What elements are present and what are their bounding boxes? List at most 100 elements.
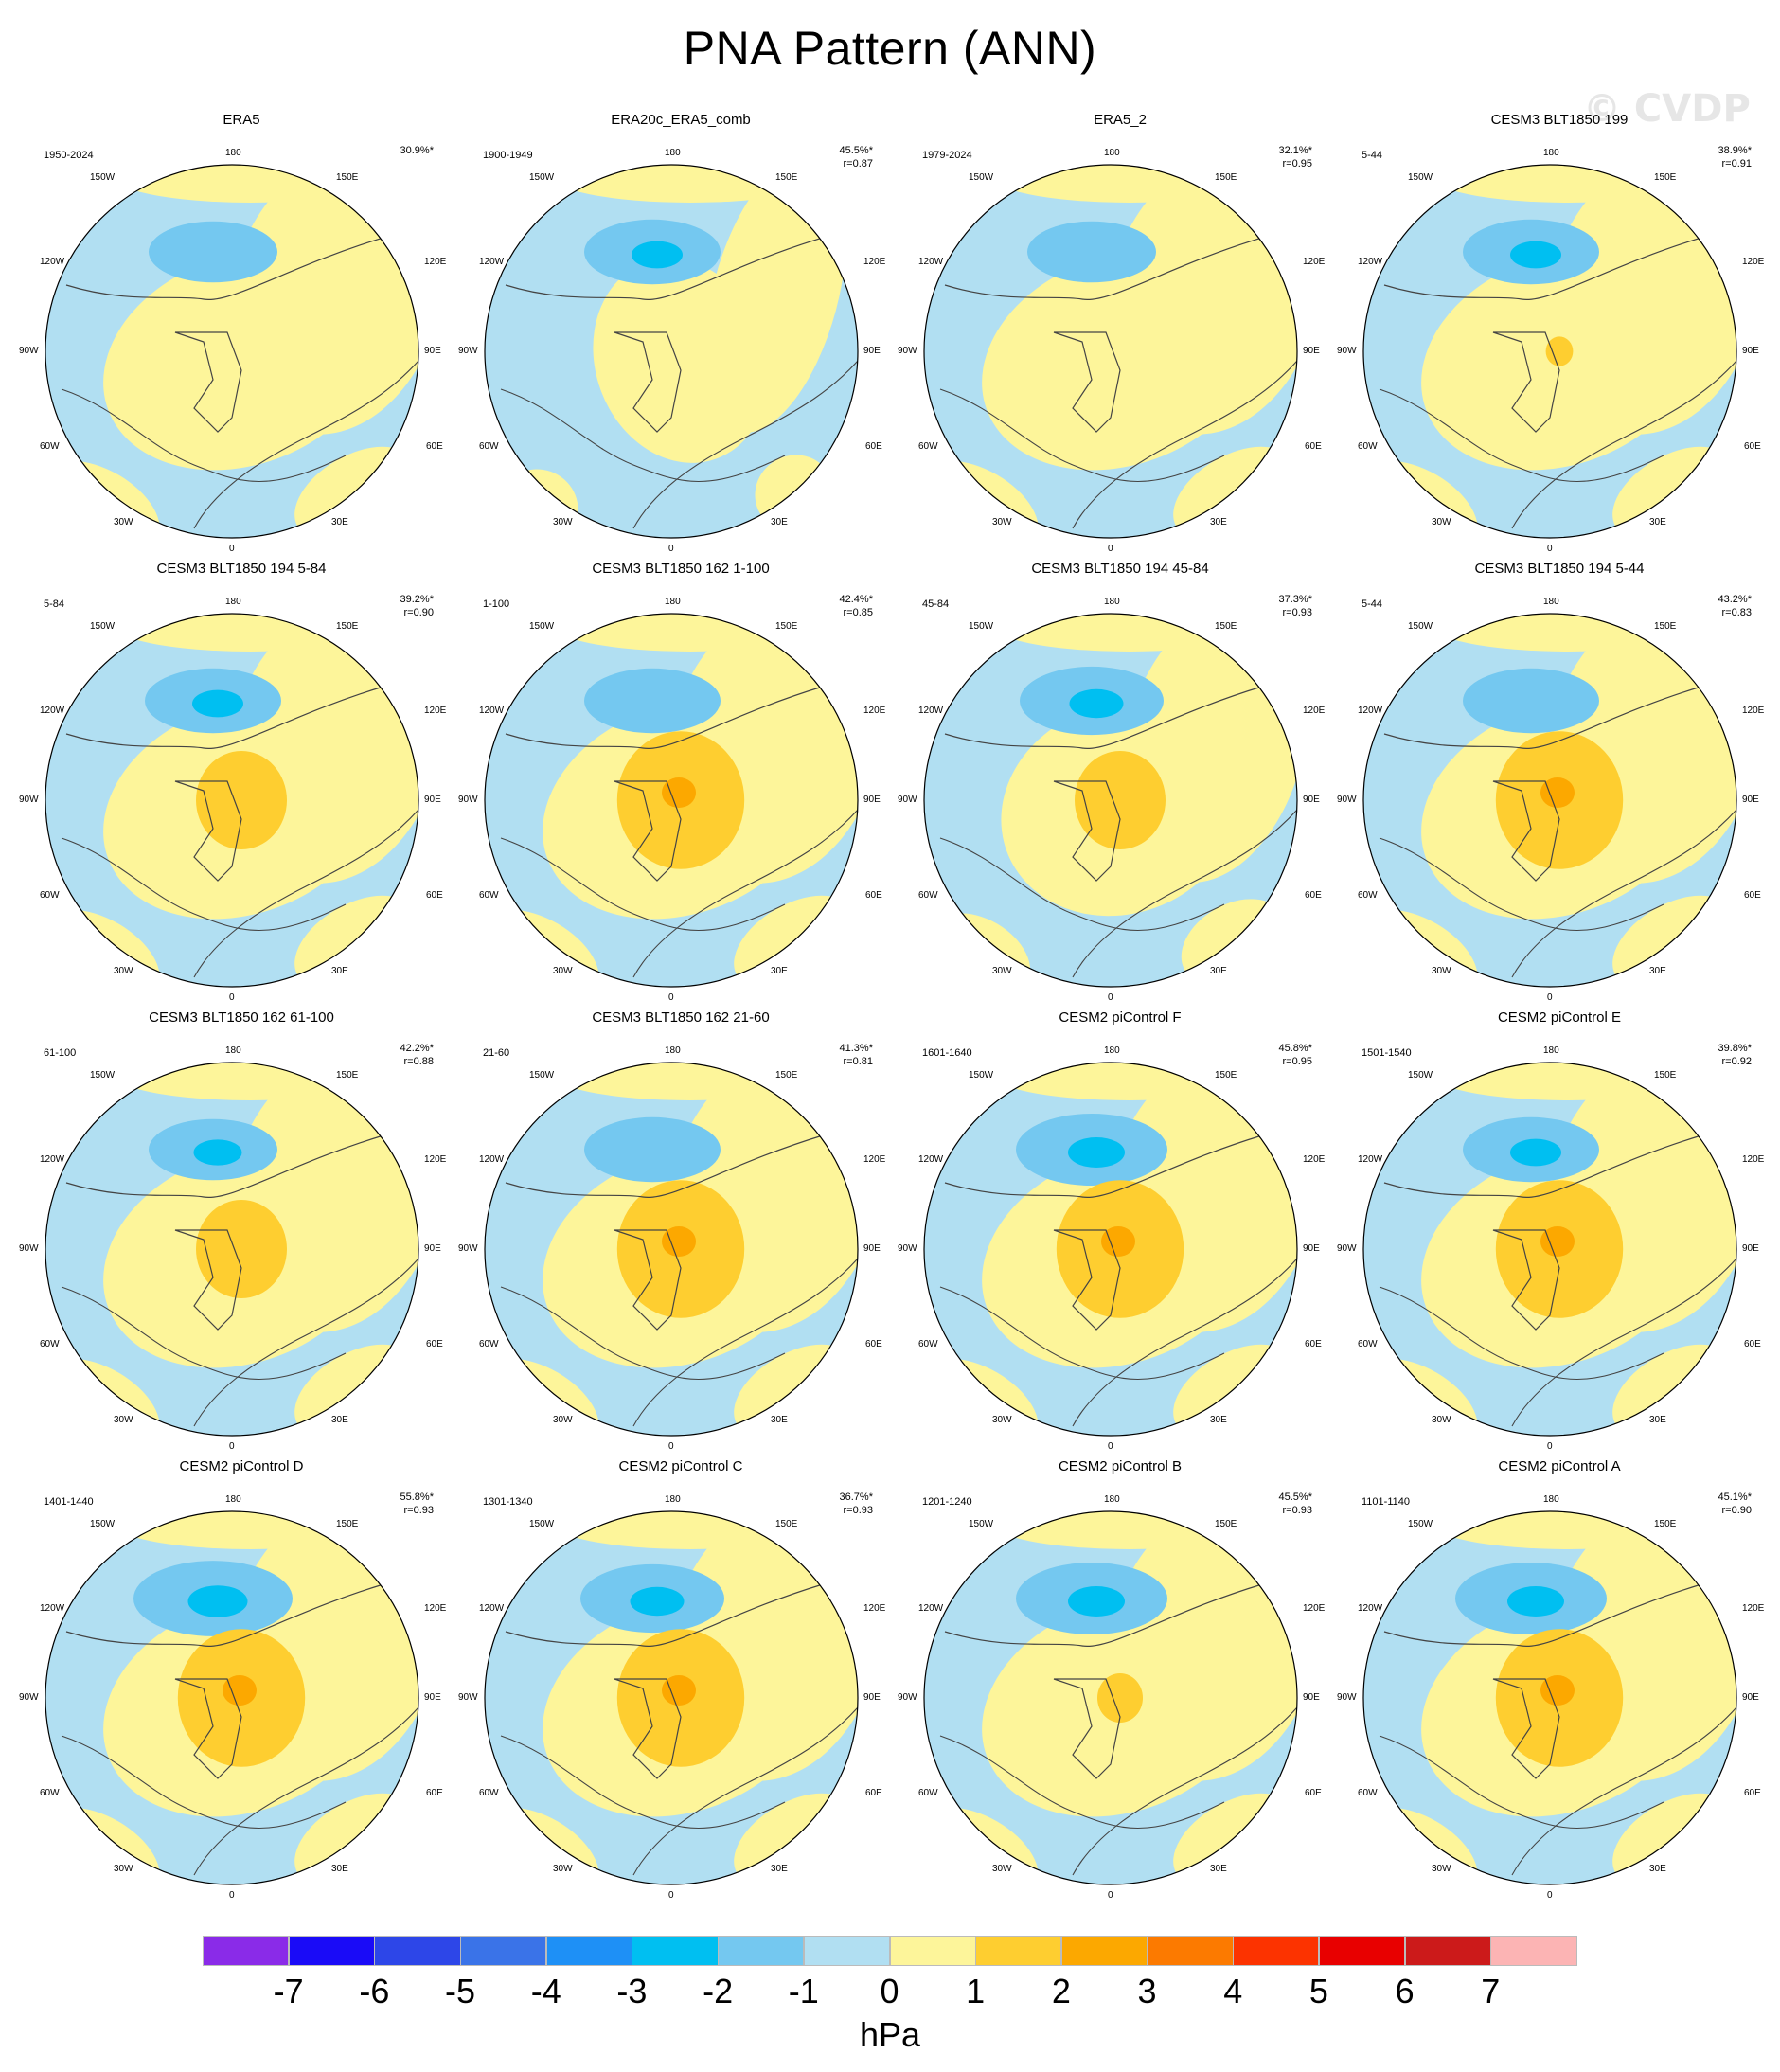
coastline xyxy=(1072,809,1297,978)
coastline xyxy=(1053,1229,1121,1331)
negative-anomaly-core xyxy=(192,689,243,718)
coastline xyxy=(1383,237,1702,301)
panel-stats: 42.4%* r=0.85 xyxy=(840,593,873,619)
longitude-label: 120W xyxy=(1358,1603,1383,1614)
map-boundary xyxy=(1362,1062,1737,1437)
longitude-label: 150E xyxy=(1654,1070,1677,1081)
longitude-label: 180 xyxy=(1104,1045,1120,1056)
variance-explained: 45.5%* xyxy=(1278,1491,1312,1503)
longitude-label: 60W xyxy=(1358,1788,1378,1798)
map-panel: CESM3 BLT1850 162 61-100 61-100 42.2%* r=0.… xyxy=(19,1009,464,1457)
longitude-label: 90E xyxy=(1742,1692,1759,1703)
colorbar-tick-label: -6 xyxy=(359,1972,390,2010)
longitude-label: 120E xyxy=(863,1603,886,1614)
coastline xyxy=(500,388,786,483)
coastline xyxy=(61,1286,347,1381)
longitude-label: 120E xyxy=(1303,1603,1326,1614)
polar-map xyxy=(484,1510,859,1885)
coastline xyxy=(505,237,824,301)
longitude-label: 60W xyxy=(40,1788,60,1798)
longitude-label: 30E xyxy=(1649,1415,1666,1425)
coastline xyxy=(632,809,858,978)
longitude-label: 60E xyxy=(426,890,443,901)
pattern-correlation: r=0.93 xyxy=(1282,607,1313,618)
longitude-label: 90W xyxy=(898,795,917,805)
longitude-label: 150E xyxy=(1654,172,1677,183)
longitude-label: 150E xyxy=(336,1070,359,1081)
longitude-label: 90W xyxy=(1337,346,1357,356)
longitude-label: 150E xyxy=(1654,621,1677,632)
panel-stats: 39.2%* r=0.90 xyxy=(400,593,434,619)
longitude-label: 150W xyxy=(1408,172,1433,183)
variance-explained: 42.4%* xyxy=(839,594,873,605)
longitude-label: 60E xyxy=(1305,441,1322,452)
negative-anomaly-core xyxy=(632,241,683,269)
longitude-label: 90E xyxy=(424,1243,441,1254)
coastline xyxy=(1492,331,1560,433)
coastline xyxy=(614,1678,682,1779)
negative-anomaly-center xyxy=(1463,668,1599,734)
longitude-label: 60W xyxy=(479,890,499,901)
longitude-label: 90E xyxy=(424,1692,441,1703)
panel-title: CESM3 BLT1850 162 1-100 xyxy=(592,561,770,577)
map-panel: CESM3 BLT1850 194 5-84 5-84 39.2%* r=0.90 18… xyxy=(19,561,464,1009)
coastline xyxy=(61,388,347,483)
polar-map xyxy=(484,164,859,539)
longitude-label: 90W xyxy=(1337,1243,1357,1254)
panel-title: CESM3 BLT1850 194 45-84 xyxy=(1031,561,1209,577)
coastline xyxy=(1379,1286,1664,1381)
colorbar-tick-label: -1 xyxy=(788,1972,819,2010)
polar-map xyxy=(484,613,859,988)
longitude-label: 120W xyxy=(1358,706,1383,716)
colorbar-box xyxy=(460,1936,547,1966)
longitude-label: 90W xyxy=(1337,1692,1357,1703)
longitude-label: 90W xyxy=(458,1692,478,1703)
longitude-label: 120E xyxy=(1303,1154,1326,1165)
negative-anomaly-core xyxy=(1510,1138,1561,1167)
pattern-correlation: r=0.93 xyxy=(1282,1505,1313,1516)
map-boundary xyxy=(1362,1510,1737,1885)
colorbar-tick-label: 3 xyxy=(1137,1972,1157,2010)
longitude-label: 0 xyxy=(1108,992,1113,1003)
longitude-label: 150E xyxy=(775,621,798,632)
longitude-label: 60W xyxy=(40,890,60,901)
longitude-label: 180 xyxy=(1104,1494,1120,1505)
pattern-correlation: r=0.90 xyxy=(403,607,435,618)
pattern-correlation: r=0.88 xyxy=(403,1056,435,1067)
panel-title: CESM2 piControl D xyxy=(179,1458,304,1474)
longitude-label: 0 xyxy=(229,1441,235,1452)
longitude-label: 150W xyxy=(529,1070,555,1081)
map-boundary xyxy=(484,1062,859,1437)
longitude-label: 90E xyxy=(1303,795,1320,805)
panel-years: 5-44 xyxy=(1362,598,1383,610)
variance-explained: 42.2%* xyxy=(400,1043,434,1054)
longitude-label: 90E xyxy=(863,1243,881,1254)
longitude-label: 150W xyxy=(969,1519,994,1529)
coastline xyxy=(1511,1258,1736,1427)
longitude-label: 150E xyxy=(1215,621,1237,632)
longitude-label: 30W xyxy=(553,966,573,976)
colorbar-tick-label: 5 xyxy=(1308,1972,1328,2010)
map-boundary xyxy=(484,1510,859,1885)
longitude-label: 180 xyxy=(225,597,241,607)
longitude-label: 0 xyxy=(1547,992,1553,1003)
map-panel: CESM2 piControl C 1301-1340 36.7%* r=0.93 18… xyxy=(458,1458,903,1906)
negative-anomaly-core xyxy=(1069,688,1124,719)
map-panel: CESM2 piControl B 1201-1240 45.5%* r=0.93 18… xyxy=(898,1458,1343,1906)
longitude-label: 120W xyxy=(479,706,505,716)
panel-title: CESM3 BLT1850 194 5-84 xyxy=(156,561,327,577)
longitude-label: 30W xyxy=(992,517,1012,527)
longitude-label: 90E xyxy=(1303,1243,1320,1254)
longitude-label: 120E xyxy=(424,1603,447,1614)
longitude-label: 60W xyxy=(40,1339,60,1349)
negative-anomaly-core xyxy=(1510,241,1561,269)
longitude-label: 0 xyxy=(668,1441,674,1452)
longitude-label: 60E xyxy=(1305,890,1322,901)
negative-anomaly-core xyxy=(1068,1586,1125,1617)
colorbar-tick-label: -7 xyxy=(273,1972,304,2010)
longitude-label: 120E xyxy=(1742,1154,1765,1165)
longitude-label: 30W xyxy=(992,1864,1012,1874)
variance-explained: 55.8%* xyxy=(400,1491,434,1503)
colorbar-box xyxy=(889,1936,976,1966)
panel-title: CESM2 piControl E xyxy=(1497,1009,1622,1026)
